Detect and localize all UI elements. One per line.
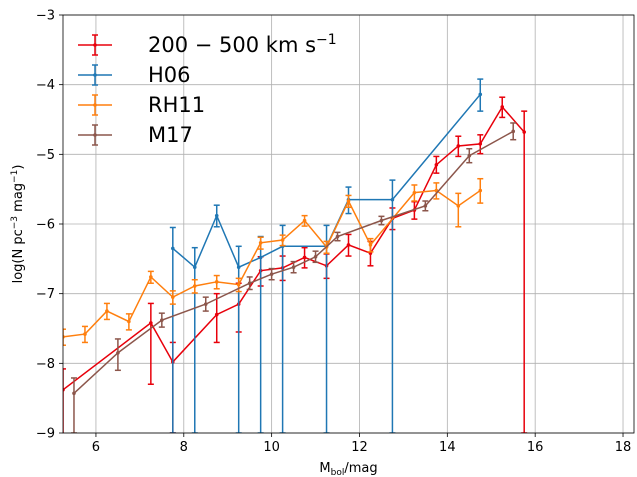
y-tick-label: −3 — [36, 9, 55, 24]
series-2 — [63, 177, 484, 346]
data-point — [368, 243, 373, 247]
series-0 — [63, 96, 528, 433]
data-point — [423, 204, 428, 208]
y-axis-label: log(N pc−3 mag−1) — [10, 165, 26, 284]
x-tick-label: 10 — [263, 440, 280, 455]
legend-label: RH11 — [148, 93, 205, 117]
data-point — [522, 130, 526, 134]
data-point — [63, 388, 65, 392]
data-point — [346, 243, 351, 247]
legend-swatch-marker — [93, 103, 97, 107]
legend-label: M17 — [148, 123, 193, 147]
data-point — [214, 312, 219, 317]
data-point — [192, 284, 197, 288]
y-tick-label: −8 — [36, 357, 55, 372]
data-point — [434, 162, 439, 167]
x-tick-label: 8 — [180, 440, 188, 455]
data-point — [456, 144, 461, 148]
data-point — [456, 204, 461, 208]
data-point — [478, 188, 483, 193]
data-point — [467, 153, 472, 158]
data-point — [171, 246, 175, 251]
legend-label: 200 − 500 km s−1 — [148, 32, 337, 57]
x-tick-label: 14 — [439, 440, 456, 455]
data-point — [149, 321, 153, 325]
data-point — [192, 265, 197, 269]
data-point — [302, 218, 307, 223]
data-point — [116, 351, 120, 355]
data-point — [313, 254, 318, 259]
series-line — [63, 105, 525, 391]
data-point — [105, 309, 109, 313]
series-3 — [70, 122, 517, 433]
x-tick-label: 18 — [615, 440, 632, 455]
y-tick-label: −4 — [36, 78, 55, 93]
data-point — [346, 199, 351, 203]
data-point — [511, 129, 516, 134]
y-tick-label: −5 — [36, 148, 55, 163]
legend-item-1: H06 — [78, 63, 191, 87]
y-tick-label: −9 — [36, 427, 55, 442]
plot-area — [63, 78, 528, 433]
data-point — [72, 391, 76, 396]
x-axis-label: Mbol/mag — [319, 461, 377, 477]
data-point — [214, 213, 219, 218]
data-point — [83, 332, 87, 336]
y-tick-label: −7 — [36, 287, 55, 302]
data-point — [291, 265, 296, 269]
legend-label: H06 — [148, 63, 191, 87]
data-point — [269, 272, 274, 276]
x-tick-label: 6 — [92, 440, 100, 455]
y-tick-label: −6 — [36, 218, 55, 233]
data-point — [412, 190, 417, 195]
x-tick-label: 16 — [527, 440, 544, 455]
x-tick-label: 12 — [351, 440, 368, 455]
data-point — [63, 335, 65, 339]
data-point — [500, 105, 505, 109]
data-point — [203, 302, 208, 306]
data-point — [258, 241, 263, 245]
series-1 — [169, 78, 484, 433]
data-point — [149, 275, 153, 279]
data-point — [171, 295, 175, 299]
series-line — [172, 93, 481, 269]
data-point — [258, 255, 263, 260]
data-point — [478, 142, 483, 146]
legend-item-0: 200 − 500 km s−1 — [78, 32, 337, 57]
legend-swatch-marker — [93, 73, 97, 77]
data-point — [302, 255, 307, 260]
data-point — [390, 197, 395, 202]
data-point — [236, 282, 241, 287]
data-point — [280, 238, 285, 242]
data-point — [478, 92, 483, 97]
data-point — [214, 280, 219, 284]
data-point — [247, 281, 252, 286]
data-point — [335, 234, 340, 239]
data-point — [127, 319, 131, 324]
legend-swatch-marker — [93, 43, 97, 47]
data-point — [379, 218, 384, 223]
legend: 200 − 500 km s−1 H06 RH11 M17 — [78, 32, 337, 147]
legend-item-2: RH11 — [78, 93, 205, 117]
data-point — [160, 318, 164, 322]
legend-item-3: M17 — [78, 123, 193, 147]
legend-swatch-marker — [93, 133, 97, 137]
data-point — [236, 265, 241, 269]
